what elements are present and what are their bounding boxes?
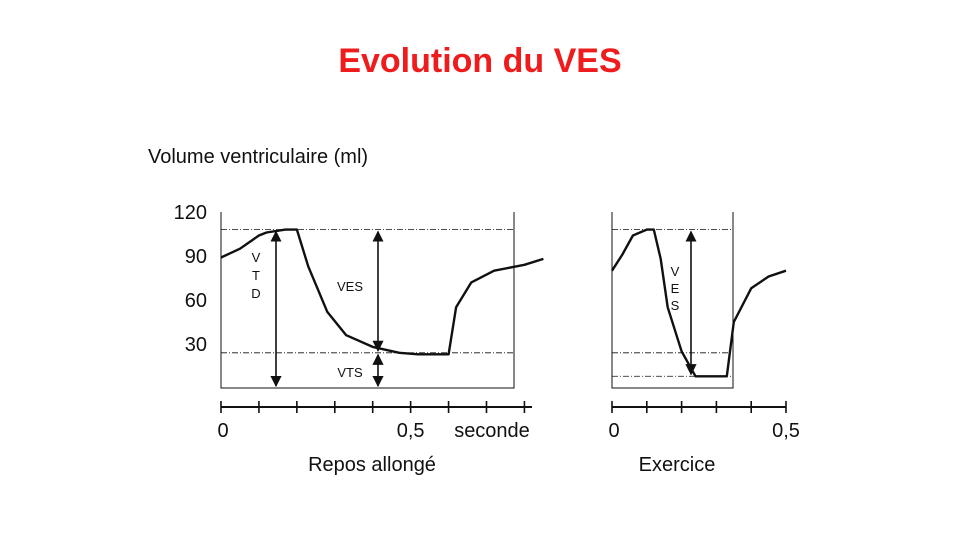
panel-0-x-tick-label-1: 0,5	[397, 420, 425, 442]
exercise-ves-letter-0: V	[671, 264, 680, 279]
y-axis-title: Volume ventriculaire (ml)	[148, 146, 369, 168]
ves-label: VES	[337, 279, 363, 294]
panel-1-title: Exercice	[639, 454, 716, 476]
y-tick-label-120: 120	[174, 202, 207, 224]
vtd-letter-2: D	[251, 286, 260, 301]
panel-1-x-tick-label-0: 0	[608, 420, 619, 442]
exercise-ves-letter-2: S	[671, 298, 680, 313]
slide-title: Evolution du VES	[338, 42, 622, 80]
y-tick-label-30: 30	[185, 334, 207, 356]
vtd-letter-1: T	[252, 268, 260, 283]
panel-1-frame	[611, 212, 734, 389]
panel-1-x-tick-label-1: 0,5	[772, 420, 800, 442]
x-axis-label: seconde	[454, 420, 530, 442]
y-tick-label-60: 60	[185, 290, 207, 312]
panel-0-title: Repos allongé	[308, 454, 436, 476]
panel-0-series-line-0	[220, 228, 544, 356]
panel-0-x-tick-label-0: 0	[217, 420, 228, 442]
exercise-ves-letter-1: E	[671, 281, 680, 296]
vtd-letter-0: V	[252, 250, 261, 265]
panel-0-frame	[220, 212, 515, 389]
y-tick-label-90: 90	[185, 246, 207, 268]
vts-label: VTS	[337, 365, 363, 380]
panel-1-series-line-0	[610, 228, 787, 378]
